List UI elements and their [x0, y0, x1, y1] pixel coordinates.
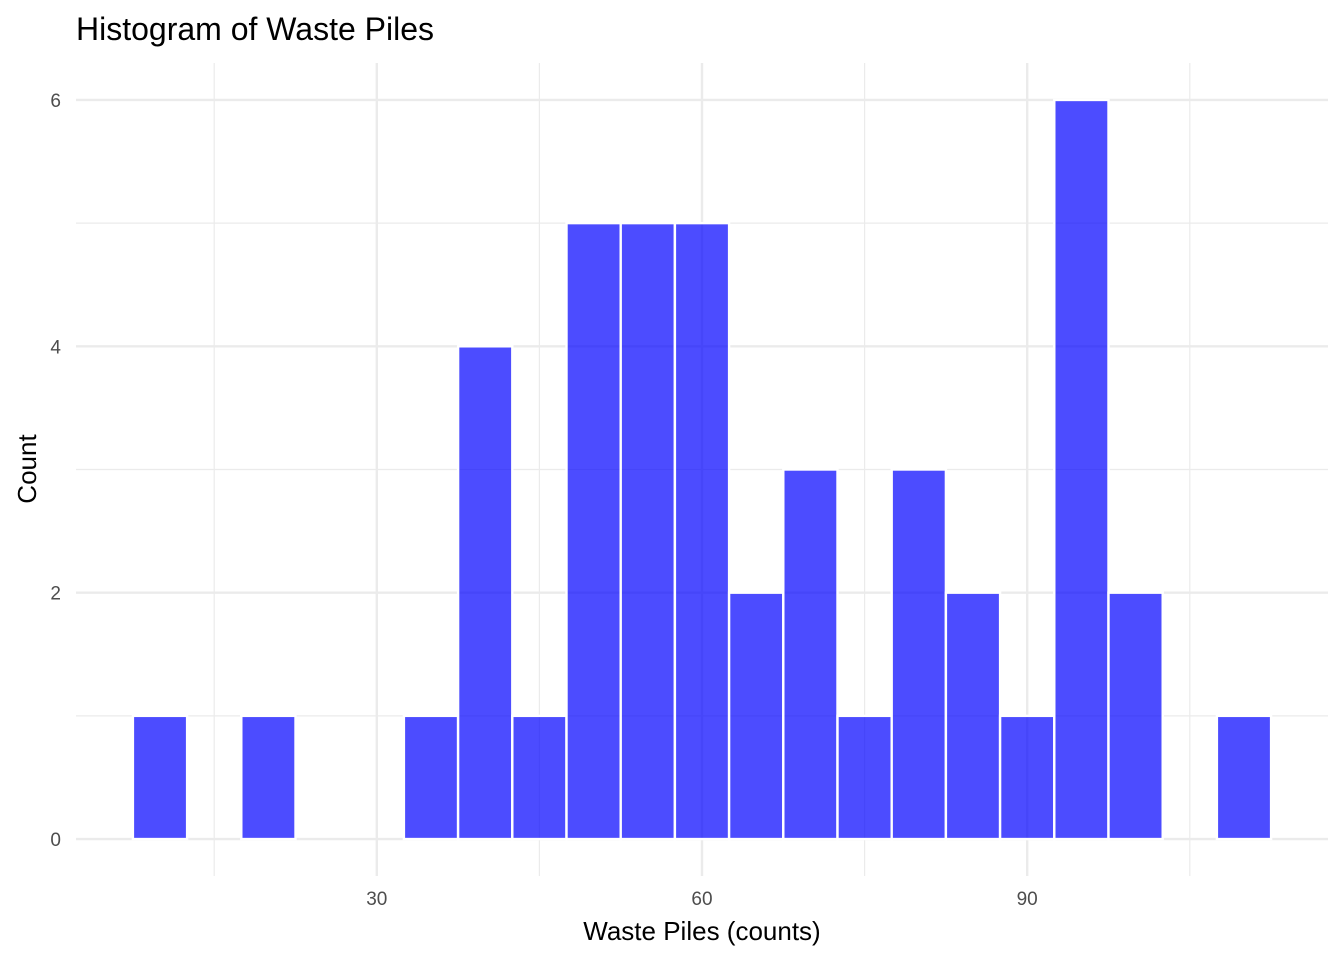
chart-title: Histogram of Waste Piles — [76, 11, 434, 47]
histogram-bar — [240, 714, 297, 841]
x-axis-title: Waste Piles (counts) — [583, 916, 820, 946]
x-tick-label: 30 — [366, 889, 387, 910]
histogram-bar — [998, 714, 1056, 841]
y-tick-label: 4 — [50, 337, 61, 358]
x-tick-label: 90 — [1017, 889, 1038, 910]
y-tick-label: 0 — [50, 830, 61, 851]
x-tick-label: 60 — [691, 889, 712, 910]
y-tick-label: 6 — [50, 91, 61, 112]
histogram-bar — [402, 714, 460, 841]
y-axis-title: Count — [12, 434, 42, 504]
histogram-bar — [456, 345, 514, 841]
histogram-bar — [1053, 98, 1110, 841]
histogram-bar — [511, 714, 568, 841]
histogram-bar — [944, 591, 1002, 841]
y-tick-label: 2 — [50, 584, 61, 605]
histogram-bar — [1215, 714, 1273, 841]
histogram-bar — [131, 714, 189, 841]
histogram-bar — [565, 221, 622, 841]
histogram-bars — [131, 98, 1273, 841]
histogram-bar — [727, 591, 785, 841]
histogram-bar — [1107, 591, 1164, 841]
histogram-bar — [782, 468, 839, 841]
y-axis-ticks: 0 2 4 6 — [50, 91, 61, 851]
histogram-bar — [890, 468, 948, 841]
histogram-bar — [673, 221, 731, 841]
x-axis-ticks: 30 60 90 — [366, 889, 1038, 910]
histogram-bar — [836, 714, 893, 841]
histogram-bar — [619, 221, 677, 841]
